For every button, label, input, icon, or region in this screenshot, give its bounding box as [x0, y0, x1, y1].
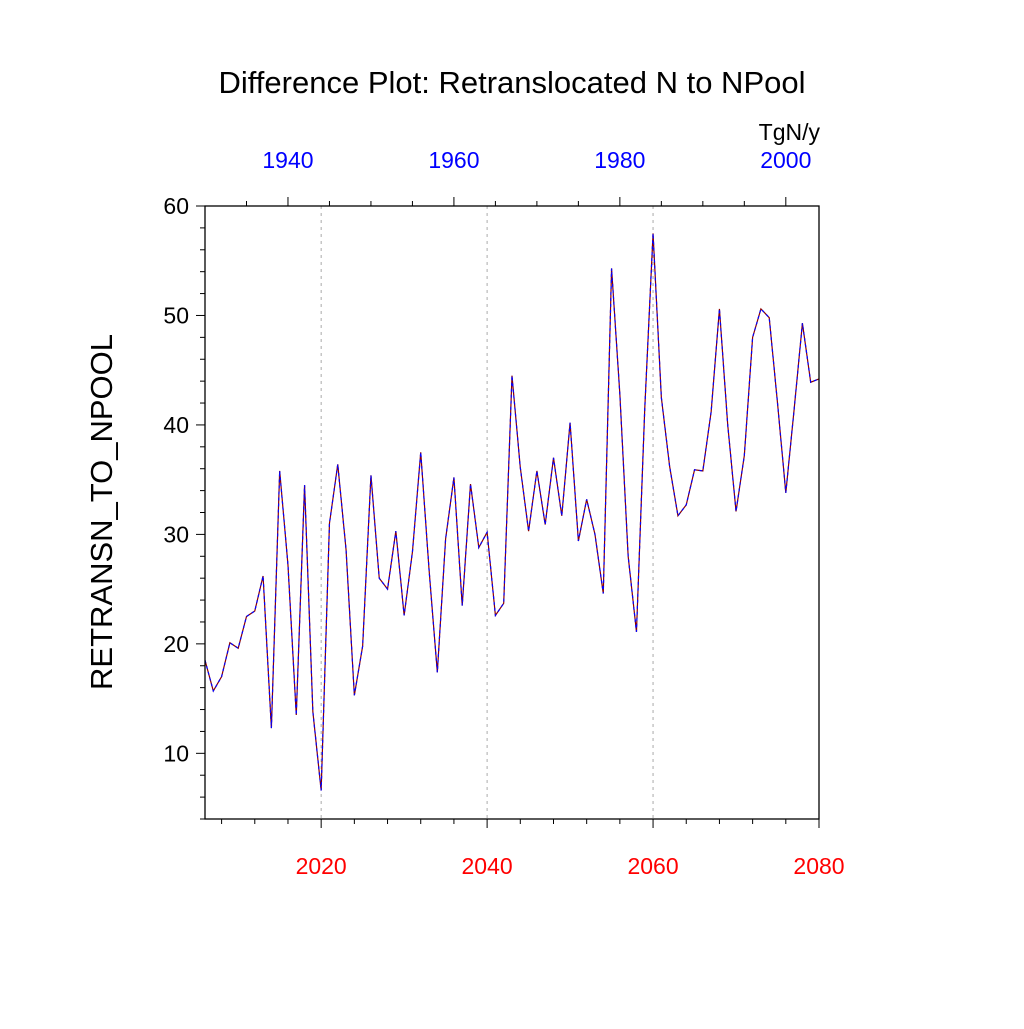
- y-tick-label: 60: [163, 193, 189, 219]
- grid-lines: [320, 206, 654, 819]
- x-top-tick-label: 2000: [760, 147, 811, 173]
- x-top-tick-label: 1940: [262, 147, 313, 173]
- axes: 10 20 30 40 50 60 2020 2040 2060 2080 1940 1960 1980…: [163, 147, 844, 879]
- x-bottom-tick-label: 2020: [296, 853, 347, 879]
- x-bottom-tick-label: 2080: [793, 853, 844, 879]
- x-top-tick-label: 1980: [594, 147, 645, 173]
- units-label: TgN/y: [759, 119, 821, 145]
- x-bottom-tick-label: 2060: [627, 853, 678, 879]
- y-tick-label: 20: [163, 631, 189, 657]
- y-tick-label: 30: [163, 521, 189, 547]
- y-tick-label: 40: [163, 412, 189, 438]
- x-top-tick-label: 1960: [428, 147, 479, 173]
- x-bottom-tick-label: 2040: [462, 853, 513, 879]
- chart-title: Difference Plot: Retranslocated N to NPo…: [218, 65, 805, 100]
- y-tick-label: 50: [163, 302, 189, 328]
- plot-frame: [204, 205, 820, 820]
- series-line-dashed: [204, 233, 820, 791]
- y-axis-label: RETRANSN_TO_NPOOL: [84, 334, 119, 690]
- series-layer: [204, 233, 820, 791]
- y-tick-label: 10: [163, 740, 189, 766]
